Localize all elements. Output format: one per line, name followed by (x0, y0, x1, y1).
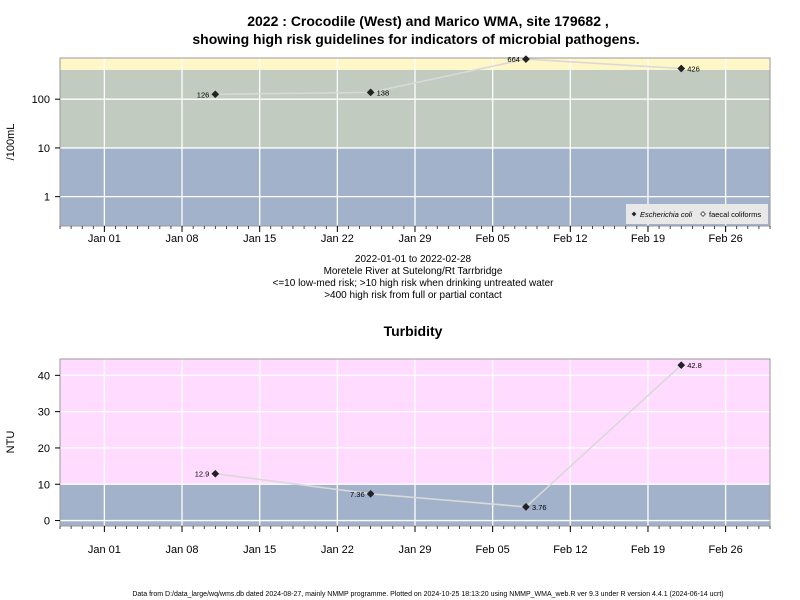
data-point (366, 489, 375, 498)
x-tick-label: Jan 15 (243, 544, 276, 556)
y-tick-label: 0 (44, 516, 50, 528)
data-point (677, 361, 686, 370)
x-tick-label: Jan 08 (166, 544, 199, 556)
y-tick-label: 10 (38, 479, 50, 491)
data-label: 426 (687, 65, 700, 74)
y-tick-label: 30 (38, 407, 50, 419)
y-tick-label: 20 (38, 443, 50, 455)
x-tick-label: Jan 01 (88, 544, 121, 556)
data-label: 664 (507, 55, 520, 64)
site-name-text: Moretele River at Sutelong/Rt Tarrbridge (324, 266, 503, 277)
y-tick-label: 100 (32, 94, 50, 106)
y-axis-label: NTU (5, 431, 17, 454)
data-label: 126 (197, 90, 210, 99)
date-range-text: 2022-01-01 to 2022-02-28 (355, 254, 472, 265)
x-tick-label: Jan 08 (166, 233, 199, 245)
chart-title-line2: showing high risk guidelines for indicat… (192, 31, 639, 47)
chart-title-line1: 2022 : Crocodile (West) and Marico WMA, … (247, 13, 609, 29)
x-tick-label: Feb 12 (553, 544, 587, 556)
y-tick-label: 10 (38, 143, 50, 155)
data-point (677, 64, 686, 73)
x-tick-label: Feb 19 (631, 544, 665, 556)
data-point (211, 90, 220, 99)
x-tick-label: Jan 29 (398, 233, 431, 245)
data-point (366, 88, 375, 97)
x-tick-label: Jan 22 (321, 233, 354, 245)
legend-box (626, 204, 768, 224)
x-tick-label: Jan 15 (243, 233, 276, 245)
y-tick-label: 40 (38, 370, 50, 382)
data-label: 7.36 (350, 490, 365, 499)
risk-guideline-text-1: <=10 low-med risk; >10 high risk when dr… (273, 278, 555, 289)
risk-guideline-text-2: >400 high risk from full or partial cont… (324, 290, 502, 301)
data-point (211, 469, 220, 478)
legend-label-faecal: faecal coliforms (709, 210, 761, 219)
x-tick-label: Feb 05 (476, 544, 510, 556)
data-label: 12.9 (195, 470, 210, 479)
x-tick-label: Feb 12 (553, 233, 587, 245)
legend-label-ecoli: Escherichia coli (640, 210, 692, 219)
ecoli-panel: Jan 01 Jan 08 Jan 15 Jan 22 Jan 29 Feb 05 Feb … (5, 55, 771, 245)
turbidity-title: Turbidity (384, 323, 443, 339)
x-tick-label: Feb 05 (476, 233, 510, 245)
series-line (215, 58, 682, 96)
x-tick-label: Jan 29 (398, 544, 431, 556)
footer-note: Data from D:/data_large/wq/wms.db dated … (132, 591, 723, 598)
data-point (521, 55, 530, 64)
legend-marker-open-diamond (700, 211, 706, 217)
y-axis-label: /100mL (5, 124, 17, 161)
x-tick-label: Feb 26 (709, 233, 743, 245)
data-point (521, 502, 530, 511)
turbidity-panel: Jan 01 Jan 08 Jan 15 Jan 22 Jan 29 Feb 05 Feb … (5, 358, 771, 556)
x-tick-label: Jan 22 (321, 544, 354, 556)
x-tick-label: Feb 26 (709, 544, 743, 556)
series-line (215, 364, 682, 508)
data-label: 138 (377, 88, 390, 97)
legend-marker-filled-diamond (631, 211, 637, 217)
data-label: 3.76 (532, 503, 547, 512)
x-tick-label: Feb 19 (631, 233, 665, 245)
x-tick-label: Jan 01 (88, 233, 121, 245)
data-label: 42.8 (687, 361, 702, 370)
y-tick-label: 1 (44, 192, 50, 204)
